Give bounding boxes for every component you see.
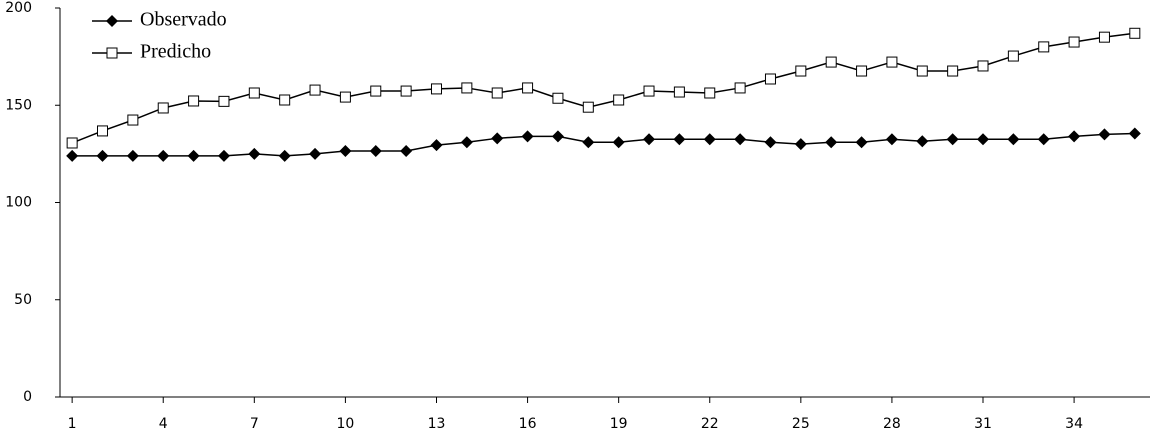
marker bbox=[430, 83, 442, 95]
marker bbox=[279, 94, 291, 106]
marker bbox=[157, 149, 170, 162]
marker bbox=[916, 135, 929, 148]
marker bbox=[217, 149, 230, 162]
marker bbox=[855, 136, 868, 149]
y-tick-label: 0 bbox=[23, 389, 32, 405]
y-tick-label: 50 bbox=[14, 292, 32, 308]
marker bbox=[977, 133, 990, 146]
marker bbox=[582, 101, 594, 113]
x-tick-label: 31 bbox=[974, 416, 992, 432]
series-line bbox=[72, 132, 1135, 157]
marker bbox=[794, 138, 807, 151]
marker bbox=[309, 147, 322, 160]
marker bbox=[916, 65, 928, 77]
marker bbox=[825, 56, 837, 68]
marker bbox=[309, 84, 321, 96]
marker bbox=[66, 137, 78, 149]
marker bbox=[1068, 36, 1080, 48]
marker bbox=[1007, 133, 1020, 146]
marker bbox=[977, 60, 989, 72]
y-tick-label: 200 bbox=[5, 0, 32, 16]
x-tick-label: 10 bbox=[336, 416, 354, 432]
marker bbox=[1129, 27, 1141, 39]
x-tick-label: 28 bbox=[883, 416, 901, 432]
x-tick-label: 13 bbox=[428, 416, 446, 432]
marker bbox=[551, 130, 564, 143]
marker bbox=[97, 125, 109, 137]
marker bbox=[947, 65, 959, 77]
x-tick-label: 22 bbox=[701, 416, 719, 432]
marker bbox=[278, 149, 291, 162]
marker bbox=[1098, 128, 1111, 141]
marker bbox=[643, 85, 655, 97]
legend-marker bbox=[106, 47, 118, 59]
marker bbox=[613, 94, 625, 106]
marker bbox=[339, 144, 352, 157]
marker bbox=[188, 95, 200, 107]
marker bbox=[491, 132, 504, 145]
marker bbox=[157, 102, 169, 114]
marker bbox=[1068, 130, 1081, 143]
marker bbox=[673, 133, 686, 146]
marker bbox=[370, 85, 382, 97]
legend-marker bbox=[106, 15, 118, 27]
marker bbox=[552, 92, 564, 104]
marker bbox=[369, 144, 382, 157]
marker bbox=[187, 149, 200, 162]
marker bbox=[704, 87, 716, 99]
marker bbox=[1038, 41, 1050, 53]
x-tick-label: 16 bbox=[519, 416, 537, 432]
marker bbox=[430, 139, 443, 152]
legend-label: Predicho bbox=[140, 41, 211, 63]
x-tick-label: 19 bbox=[610, 416, 628, 432]
y-tick-label: 150 bbox=[5, 97, 32, 113]
marker bbox=[339, 91, 351, 103]
marker bbox=[248, 147, 261, 160]
x-tick-label: 4 bbox=[159, 416, 168, 432]
marker bbox=[643, 133, 656, 146]
marker bbox=[885, 133, 898, 146]
marker bbox=[521, 130, 534, 143]
marker bbox=[96, 149, 109, 162]
y-tick-label: 100 bbox=[5, 195, 32, 211]
marker bbox=[127, 114, 139, 126]
marker bbox=[612, 136, 625, 149]
marker bbox=[825, 136, 838, 149]
marker bbox=[400, 85, 412, 97]
marker bbox=[522, 82, 534, 94]
marker bbox=[460, 136, 473, 149]
marker bbox=[218, 95, 230, 107]
marker bbox=[491, 87, 503, 99]
marker bbox=[673, 86, 685, 98]
marker bbox=[461, 82, 473, 94]
x-tick-label: 34 bbox=[1065, 416, 1083, 432]
legend-label: Observado bbox=[140, 9, 227, 31]
marker bbox=[886, 56, 898, 68]
x-tick-label: 25 bbox=[792, 416, 810, 432]
marker bbox=[764, 136, 777, 149]
marker bbox=[1007, 50, 1019, 62]
marker bbox=[1128, 127, 1141, 140]
marker bbox=[248, 87, 260, 99]
x-tick-label: 1 bbox=[68, 416, 77, 432]
marker bbox=[795, 65, 807, 77]
marker bbox=[734, 82, 746, 94]
marker bbox=[856, 65, 868, 77]
marker bbox=[764, 73, 776, 85]
marker bbox=[1037, 133, 1050, 146]
marker bbox=[946, 133, 959, 146]
marker bbox=[734, 133, 747, 146]
marker bbox=[400, 144, 413, 157]
marker bbox=[703, 133, 716, 146]
marker bbox=[582, 136, 595, 149]
marker bbox=[126, 149, 139, 162]
x-tick-label: 7 bbox=[250, 416, 259, 432]
series-line bbox=[71, 32, 1135, 144]
marker bbox=[66, 149, 79, 162]
marker bbox=[1098, 31, 1110, 43]
